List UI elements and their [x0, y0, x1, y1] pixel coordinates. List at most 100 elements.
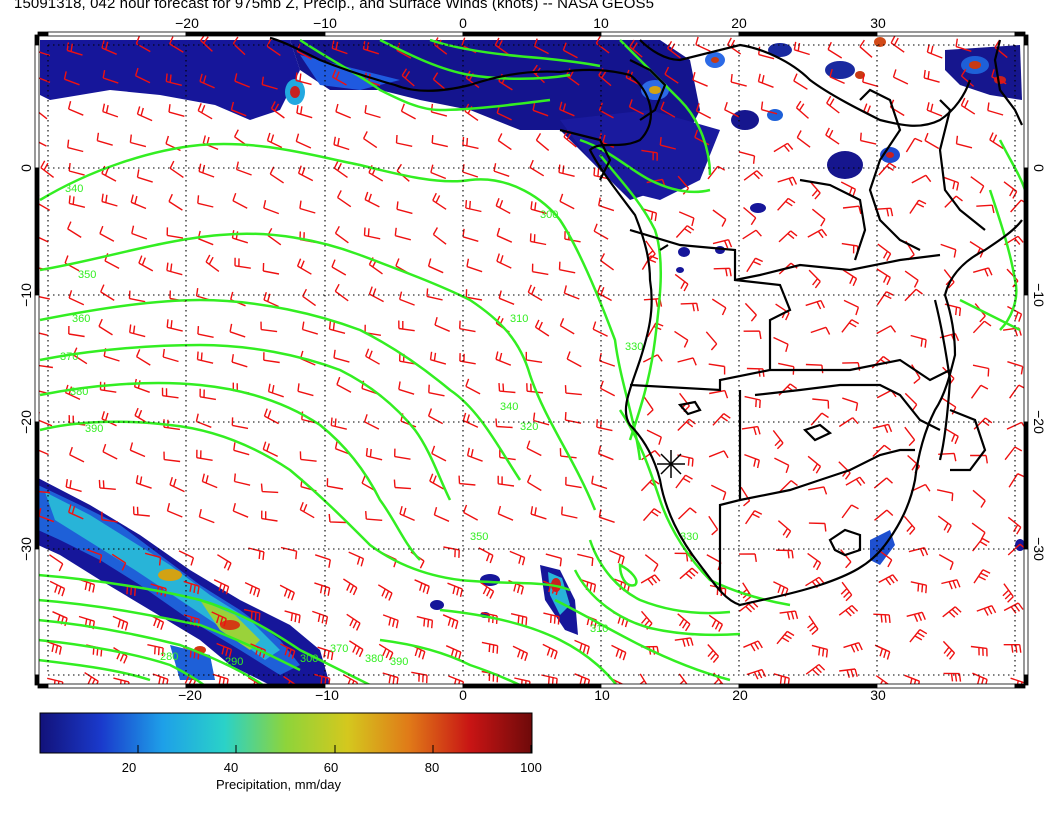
wind-barb [608, 676, 625, 685]
wind-barb [943, 176, 960, 191]
wind-barb [47, 677, 64, 685]
wind-barb [312, 610, 329, 625]
wind-barb [908, 547, 929, 557]
wind-barb [708, 363, 726, 375]
wind-barb [805, 663, 826, 676]
colorbar-tick-label: 100 [520, 760, 542, 775]
wind-barb [314, 673, 331, 685]
wind-barb [317, 646, 334, 661]
wind-barb [314, 554, 331, 568]
wind-barb [496, 227, 513, 243]
wind-barb [1004, 446, 1023, 461]
wind-barb [842, 269, 858, 287]
border-segment [600, 683, 740, 689]
wind-barb [67, 139, 84, 153]
wind-barb [906, 611, 926, 622]
wind-barb [382, 614, 399, 629]
wind-barb [314, 582, 331, 596]
wind-barb [393, 479, 411, 490]
wind-barb [526, 440, 542, 457]
location-marker [657, 450, 685, 478]
wind-barb [434, 317, 450, 332]
wind-barb [597, 445, 614, 461]
border-segment [185, 31, 326, 37]
wind-barb [458, 475, 476, 486]
wind-barb [267, 383, 284, 398]
wind-barb [427, 408, 444, 425]
wind-barb [497, 475, 515, 487]
wind-barb [365, 348, 380, 365]
wind-barb [129, 134, 147, 148]
border-segment [324, 31, 464, 37]
wind-barb [205, 254, 220, 272]
wind-barb [262, 262, 280, 275]
wind-barb [599, 352, 616, 367]
wind-barb [558, 261, 576, 274]
wind-barb [675, 474, 693, 489]
top-lon-label: −10 [313, 15, 337, 31]
right-lat-label: −30 [1031, 537, 1047, 561]
wind-barb [776, 630, 795, 645]
right-lat-label: 0 [1031, 164, 1047, 172]
wind-barb [166, 319, 183, 332]
wind-barb [841, 504, 859, 519]
wind-barb [972, 489, 986, 508]
wind-barb [442, 614, 459, 630]
wind-barb [399, 291, 415, 306]
wind-barb [811, 208, 826, 227]
wind-barb [481, 641, 499, 654]
wind-barb [680, 302, 699, 312]
wind-barb [545, 553, 562, 567]
contour-label: 310 [590, 623, 608, 635]
wind-barb [493, 163, 510, 177]
wind-barb [248, 547, 265, 560]
wind-barb [533, 38, 549, 55]
wind-barb [49, 580, 66, 597]
colorbar-tick-label: 60 [323, 760, 339, 775]
wind-barb [942, 606, 962, 618]
wind-barb [744, 302, 757, 322]
left-lat-label: −30 [18, 537, 34, 561]
wind-barbs [38, 35, 1025, 685]
contour-label: 320 [520, 421, 538, 433]
colorbar-tick-marks [137, 745, 532, 753]
colorbar-tick-label: 40 [223, 760, 239, 775]
wind-barb [410, 644, 426, 660]
wind-barb [807, 228, 828, 239]
wind-barb [795, 100, 809, 119]
wind-barb [677, 357, 697, 366]
wind-barb [328, 513, 347, 524]
wind-barb [773, 336, 789, 352]
contour-label: 300 [540, 209, 558, 221]
bottom-lon-label: 0 [459, 687, 467, 703]
wind-barb [874, 644, 891, 660]
wind-barb [841, 319, 860, 333]
wind-barb [709, 389, 729, 399]
wind-barb [970, 454, 988, 464]
wind-barb [745, 510, 763, 525]
wind-barb [411, 671, 428, 684]
border-segment [1023, 167, 1029, 296]
wind-barb [808, 522, 827, 532]
wind-barb [805, 299, 826, 310]
wind-barb [432, 227, 447, 245]
wind-barb [566, 351, 582, 368]
wind-barb [459, 320, 476, 333]
wind-barb [796, 130, 811, 148]
wind-barb [343, 578, 358, 596]
wind-barb [512, 645, 529, 662]
wind-barb [263, 408, 279, 425]
wind-barb [138, 255, 154, 272]
wind-barb [972, 672, 988, 685]
left-lat-label: −10 [18, 283, 34, 307]
wind-barb [842, 205, 862, 215]
wind-barb [778, 230, 798, 243]
wind-barb [940, 243, 957, 258]
wind-barb [169, 160, 184, 178]
wind-barb [427, 258, 444, 274]
wind-barb [101, 40, 117, 55]
wind-barb [659, 137, 676, 150]
bottom-lon-label: 10 [594, 687, 610, 703]
wind-barb [529, 233, 547, 246]
wind-barb [574, 639, 590, 655]
